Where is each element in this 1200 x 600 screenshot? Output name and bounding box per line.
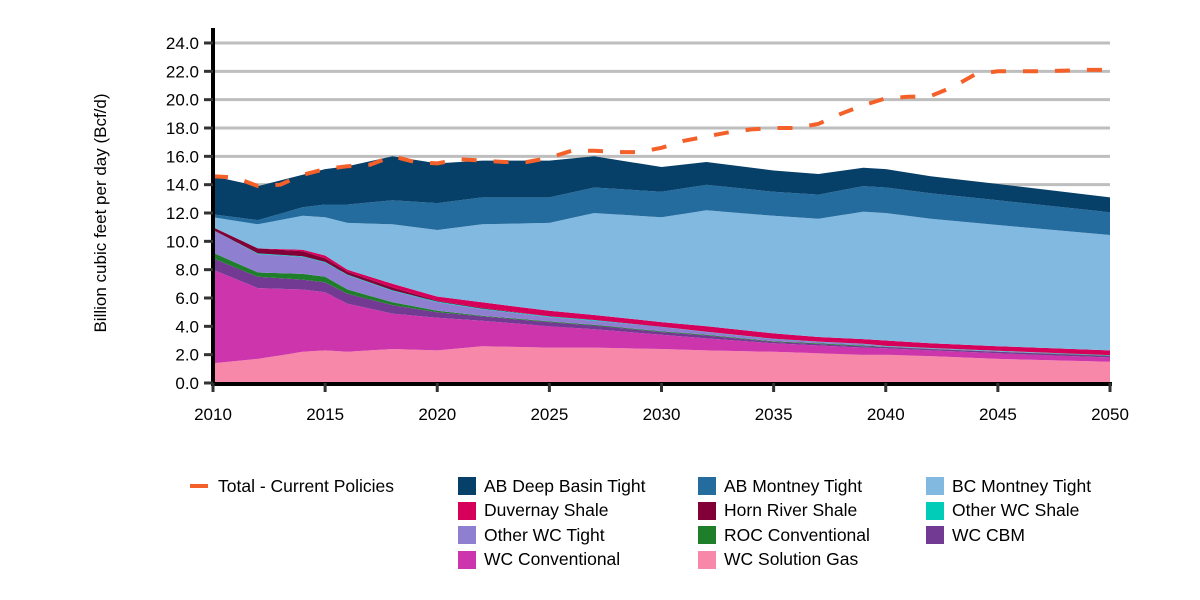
legend-swatch-icon [926,477,944,495]
area-roc-conventional [213,252,1110,357]
legend-item: AB Deep Basin Tight [458,474,645,498]
legend-label: BC Montney Tight [952,475,1092,496]
x-tick-label: 2050 [1091,405,1129,424]
legend-label: AB Montney Tight [724,475,863,496]
legend-label: Other WC Shale [952,500,1080,520]
legend-swatch-icon [698,501,716,520]
y-tick-label: 4.0 [175,317,199,336]
legend-item: BC Montney Tight [926,474,1091,498]
legend-swatch-icon [458,526,476,544]
x-tick-label: 2030 [643,405,681,424]
legend-swatch-icon [458,477,476,495]
stacked-area-chart: 0.0 2.0 4.0 6.0 8.0 10.0 12.0 14.0 16.0 18.0 20.0 2… [91,28,1129,424]
legend-item: WC Solution Gas [698,548,858,572]
x-tick-label: 2020 [418,405,456,424]
legend-item: WC Conventional [458,548,620,572]
x-tick-label: 2025 [530,405,568,424]
y-axis-title: Billion cubic feet per day (Bcf/d) [91,93,110,332]
legend-item: Horn River Shale [698,499,857,523]
x-tick-label: 2015 [306,405,344,424]
y-tick-label: 6.0 [175,289,199,308]
y-tick-label: 0.0 [175,374,199,393]
legend-item: Duvernay Shale [458,499,609,523]
y-tick-label: 24.0 [166,34,199,53]
legend-swatch-icon [458,550,476,569]
y-tick-label: 10.0 [166,232,199,251]
total-line-group [212,67,1110,189]
area-wc-cbm [213,258,1110,358]
area-layers [213,156,1110,383]
legend-label: WC Conventional [484,549,621,569]
y-tick-label: 20.0 [166,91,199,110]
area-wc-solution-gas [213,346,1110,383]
y-tick-label: 2.0 [175,346,199,365]
area-other-wc-tight [213,230,1110,356]
x-tick-labels: 2010 2015 2020 2025 2030 2035 2040 2045 2050 [194,383,1129,424]
y-tick-label: 18.0 [166,119,199,138]
legend-item: Other WC Shale [926,499,1079,523]
legend-item: Total - Current Policies [190,474,394,498]
area-wc-conventional [213,269,1110,364]
y-tick-label: 14.0 [166,176,199,195]
legend-swatch-icon [926,501,944,520]
legend-swatch-icon [926,526,944,544]
legend-label: AB Deep Basin Tight [484,475,646,496]
area-ab-montney-tight [213,184,1110,235]
legend-item: ROC Conventional [698,523,870,547]
legend-swatch-icon [458,501,476,520]
legend-label: WC Solution Gas [724,549,859,569]
x-tick-label: 2010 [194,405,232,424]
y-tick-labels: 0.0 2.0 4.0 6.0 8.0 10.0 12.0 14.0 16.0 18.0 20.0 2… [166,34,213,393]
total-current-policies-line [212,67,1110,189]
legend-label: ROC Conventional [724,524,870,545]
y-tick-label: 22.0 [166,62,199,81]
legend: Total - Current Policies AB Deep Basin Ti… [190,474,1150,584]
legend-line-icon [190,484,208,488]
area-bc-montney-tight [213,210,1110,351]
legend-item: AB Montney Tight [698,474,862,498]
x-tick-label: 2035 [755,405,793,424]
x-tick-label: 2045 [979,405,1017,424]
y-tick-label: 8.0 [175,261,199,280]
area-ab-deep-basin-tight [213,156,1110,221]
legend-swatch-icon [698,526,716,544]
legend-label: Other WC Tight [484,524,605,545]
legend-item: Other WC Tight [458,523,605,547]
y-tick-label: 12.0 [166,204,199,223]
legend-item: WC CBM [926,523,1025,547]
legend-label: Horn River Shale [724,500,858,520]
legend-swatch-icon [698,477,716,495]
legend-label: Total - Current Policies [218,475,395,496]
y-tick-label: 16.0 [166,147,199,166]
legend-swatch-icon [698,550,716,569]
x-tick-label: 2040 [867,405,905,424]
legend-label: WC CBM [952,524,1025,545]
legend-label: Duvernay Shale [484,500,609,520]
